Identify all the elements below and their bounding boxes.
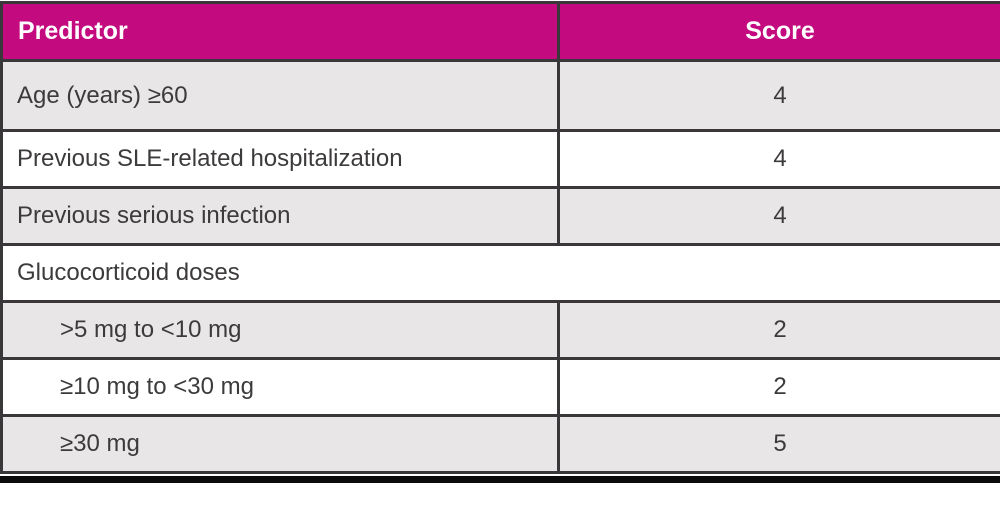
predictor-cell: >5 mg to <10 mg	[0, 300, 560, 360]
score-cell: 2	[557, 300, 1000, 360]
score-cell: 4	[557, 186, 1000, 246]
table-row: ≥10 mg to <30 mg 2	[0, 357, 1000, 417]
group-header-cell: Glucocorticoid doses	[0, 243, 1000, 303]
score-cell: 5	[557, 414, 1000, 474]
score-cell: 4	[557, 129, 1000, 189]
score-table-figure: Predictor Score Age (years) ≥60 4 Previo…	[0, 1, 1000, 483]
predictor-cell: ≥30 mg	[0, 414, 560, 474]
bottom-rule	[0, 476, 1000, 483]
table-row: Age (years) ≥60 4	[0, 59, 1000, 132]
column-header-score: Score	[557, 1, 1000, 62]
predictor-cell: ≥10 mg to <30 mg	[0, 357, 560, 417]
table-row: Previous serious infection 4	[0, 186, 1000, 246]
table-row: Previous SLE-related hospitalization 4	[0, 129, 1000, 189]
score-cell: 2	[557, 357, 1000, 417]
table-row-group-header: Glucocorticoid doses	[0, 243, 1000, 303]
score-cell: 4	[557, 59, 1000, 132]
column-header-predictor: Predictor	[0, 1, 560, 62]
predictor-cell: Previous serious infection	[0, 186, 560, 246]
predictor-cell: Age (years) ≥60	[0, 59, 560, 132]
table-row: ≥30 mg 5	[0, 414, 1000, 474]
predictor-score-table: Predictor Score Age (years) ≥60 4 Previo…	[0, 1, 1000, 474]
header-row: Predictor Score	[0, 1, 1000, 62]
table-row: >5 mg to <10 mg 2	[0, 300, 1000, 360]
predictor-cell: Previous SLE-related hospitalization	[0, 129, 560, 189]
